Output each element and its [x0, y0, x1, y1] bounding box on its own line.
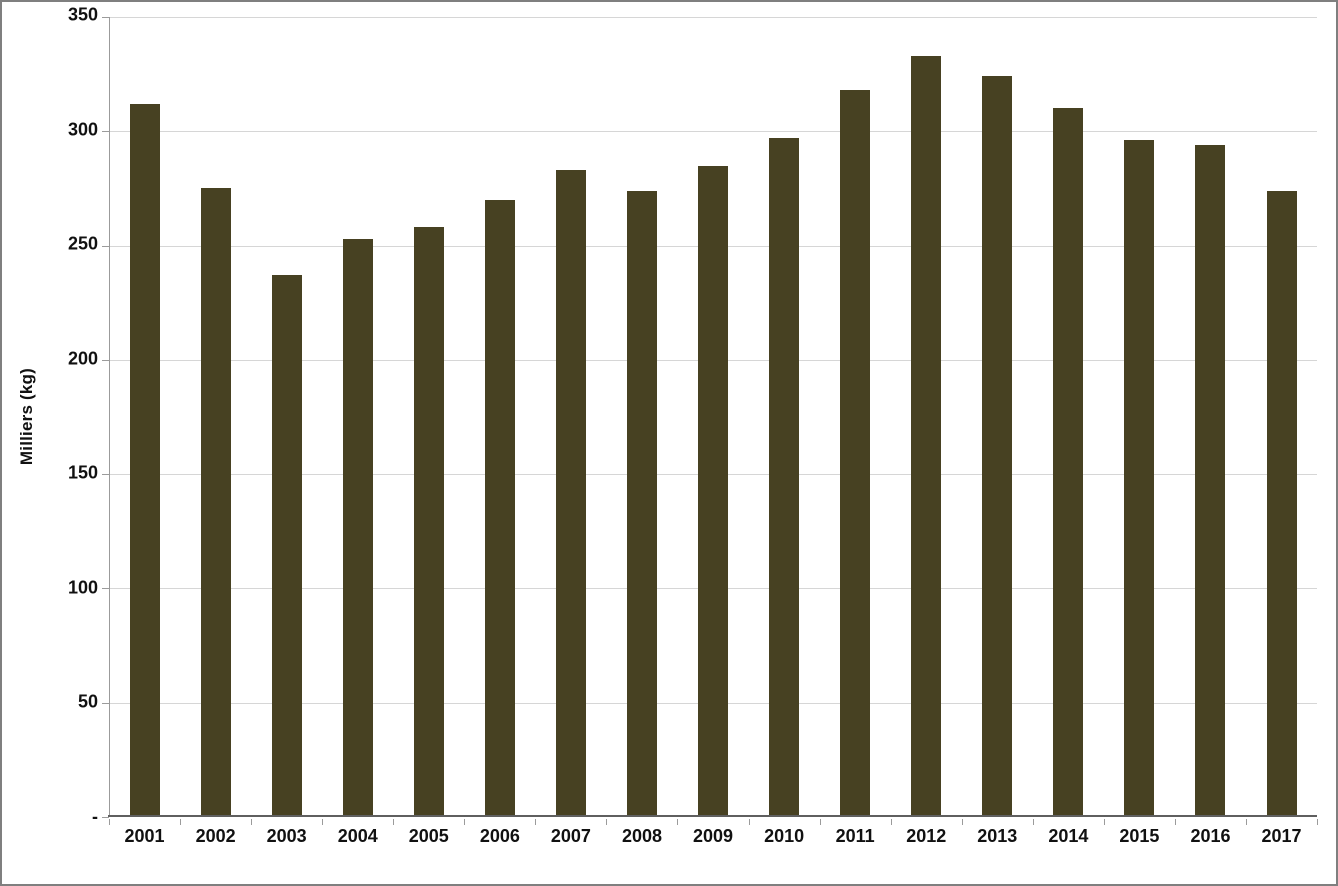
y-axis-tick-mark [102, 817, 109, 818]
bars-row [109, 17, 1317, 817]
bar-cell [1246, 17, 1317, 817]
bar-2008 [626, 190, 657, 817]
bar-2007 [555, 170, 586, 817]
x-tick-label: 2010 [764, 826, 805, 846]
y-axis-tick-mark [102, 474, 109, 476]
bar-2009 [698, 165, 729, 817]
bar-cell [1033, 17, 1104, 817]
bar-cell [251, 17, 322, 817]
bar-2012 [911, 55, 942, 817]
y-axis-line [109, 17, 110, 817]
x-tick-label: 2001 [124, 826, 165, 846]
bar-2013 [982, 76, 1013, 817]
bar-2006 [484, 199, 515, 817]
y-tick-label: - [92, 806, 98, 827]
bar-cell [1104, 17, 1175, 817]
y-axis-tick-mark [102, 359, 109, 361]
bar-2001 [129, 103, 160, 817]
x-tick-label: 2007 [550, 826, 591, 846]
y-axis-tick-mark [102, 17, 109, 18]
x-tick-label: 2004 [337, 826, 378, 846]
x-tick-label: 2002 [195, 826, 236, 846]
y-tick-label: 150 [67, 462, 98, 483]
x-axis-line [108, 815, 1317, 817]
bar-cell [749, 17, 820, 817]
bar-cell [891, 17, 962, 817]
bar-cell [606, 17, 677, 817]
x-axis-tick-mark [1032, 819, 1034, 825]
x-axis-tick-mark [180, 819, 182, 825]
bar-cell [180, 17, 251, 817]
y-tick-label: 250 [67, 233, 98, 254]
y-axis-tick-labels: 350 300 250 200 150 100 50 - [36, 5, 98, 827]
x-tick-label: 2003 [266, 826, 307, 846]
x-axis-tick-mark [535, 819, 537, 825]
x-tick-label: 2008 [621, 826, 662, 846]
y-tick-label: 300 [67, 119, 98, 140]
y-axis-tick-mark [102, 588, 109, 590]
gridline [109, 131, 1317, 133]
y-axis-tick-mark [102, 131, 109, 133]
bar-2017 [1266, 190, 1297, 817]
x-axis-tick-mark [322, 819, 324, 825]
x-axis-tick-mark [1317, 819, 1318, 825]
y-axis-title-text: Milliers (kg) [17, 368, 36, 466]
x-axis-tick-mark [251, 819, 253, 825]
x-axis-tick-mark [1174, 819, 1176, 825]
bar-cell [1175, 17, 1246, 817]
x-axis-tick-mark [109, 819, 110, 825]
x-tick-label: 2011 [835, 826, 875, 846]
y-tick-label: 200 [67, 348, 98, 369]
x-tick-label: 2012 [906, 826, 947, 846]
x-axis-tick-mark [748, 819, 750, 825]
x-tick-label: 2017 [1261, 826, 1302, 846]
plot-area [102, 17, 1318, 825]
bar-2014 [1053, 108, 1084, 817]
x-axis-tick-mark [890, 819, 892, 825]
x-axis-tick-mark [393, 819, 395, 825]
y-axis-tick-mark [102, 702, 109, 704]
bar-2016 [1195, 145, 1226, 817]
bar-2011 [840, 90, 871, 817]
x-axis-tick-mark [1103, 819, 1105, 825]
bar-cell [820, 17, 891, 817]
y-tick-label: 350 [67, 4, 98, 25]
x-axis-tick-mark [677, 819, 679, 825]
bar-cell [535, 17, 606, 817]
y-tick-label: 50 [77, 691, 98, 712]
x-tick-label: 2013 [977, 826, 1018, 846]
bar-cell [464, 17, 535, 817]
y-tick-label: 100 [67, 577, 98, 598]
bar-2002 [200, 188, 231, 817]
bar-cell [393, 17, 464, 817]
y-axis-tick-mark [102, 245, 109, 247]
bar-2010 [769, 138, 800, 817]
bar-2003 [271, 275, 302, 817]
x-axis-tick-mark [606, 819, 608, 825]
x-tick-label: 2006 [479, 826, 520, 846]
x-tick-label: 2009 [693, 826, 734, 846]
x-tick-label: 2016 [1190, 826, 1231, 846]
x-axis-tick-mark [819, 819, 821, 825]
bar-cell [962, 17, 1033, 817]
bar-2005 [413, 227, 444, 817]
x-axis-tick-mark [1245, 819, 1247, 825]
x-tick-label: 2005 [408, 826, 449, 846]
bar-cell [678, 17, 749, 817]
x-axis-tick-mark [961, 819, 963, 825]
bar-cell [322, 17, 393, 817]
x-axis-tick-mark [464, 819, 466, 825]
x-tick-label: 2015 [1119, 826, 1160, 846]
bar-cell [109, 17, 180, 817]
x-axis-labels: 2001 2002 2003 2004 2005 2006 2007 2008 2009 2010… [109, 826, 1317, 847]
gridline [109, 17, 1317, 18]
bar-2004 [342, 238, 373, 817]
x-tick-label: 2014 [1048, 826, 1089, 846]
bar-2015 [1124, 140, 1155, 817]
